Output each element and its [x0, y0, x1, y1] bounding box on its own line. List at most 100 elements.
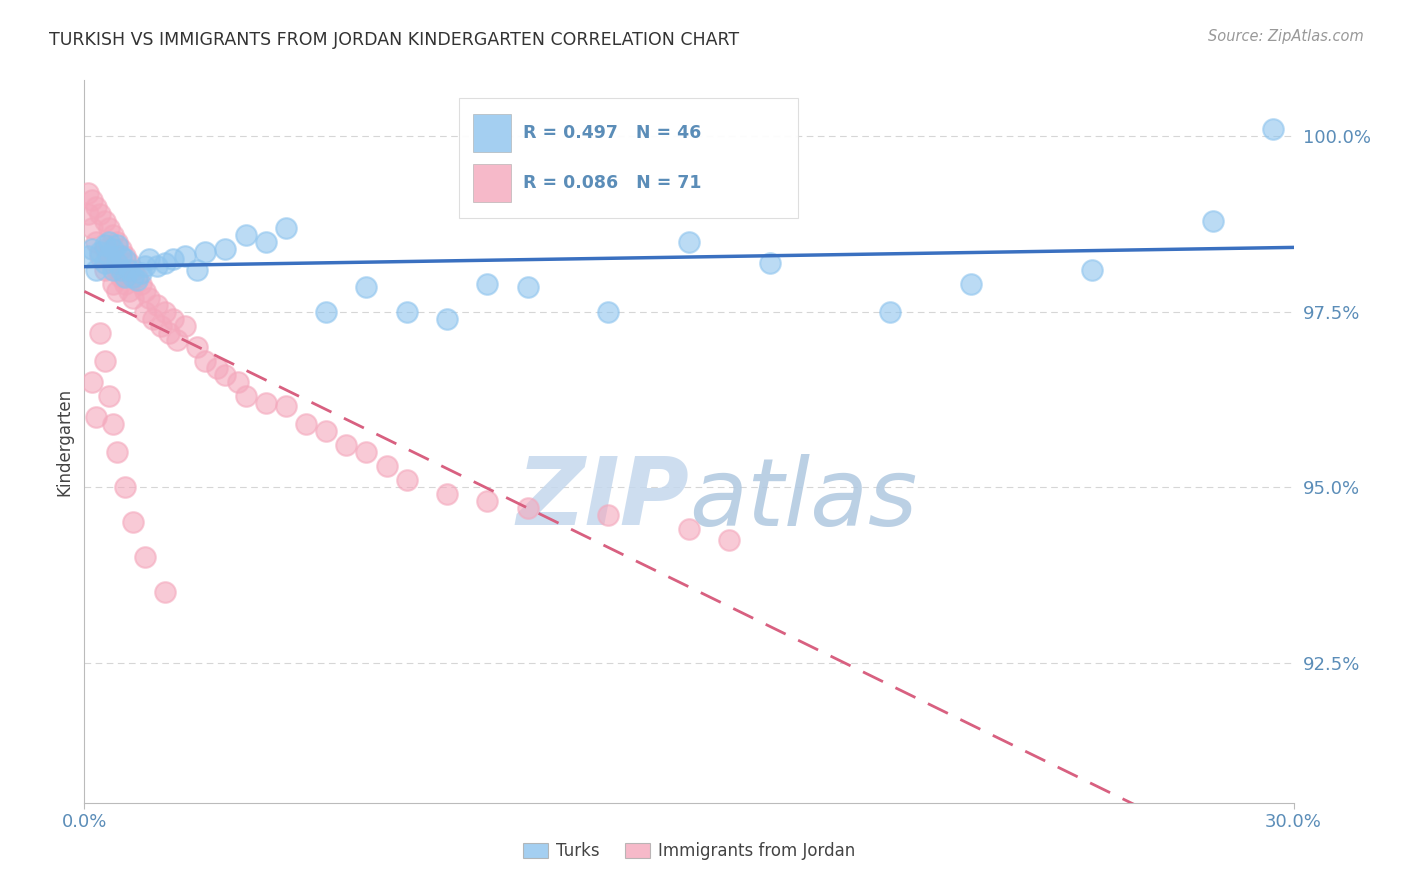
Point [395, 473, 418, 487]
Point [105, 255, 128, 269]
Point [86, 200, 108, 214]
Point [718, 533, 741, 547]
Point [134, 284, 156, 298]
Point [125, 273, 148, 287]
Point [436, 311, 458, 326]
Point [93, 238, 115, 252]
Point [134, 259, 156, 273]
Point [105, 284, 128, 298]
Point [166, 333, 188, 347]
Point [162, 311, 184, 326]
Point [153, 255, 176, 269]
Point [477, 494, 499, 508]
Point [375, 459, 398, 474]
Point [118, 284, 141, 298]
Point [598, 305, 620, 319]
Point [153, 585, 176, 599]
Point [516, 501, 538, 516]
Text: R = 0.086   N = 71: R = 0.086 N = 71 [523, 174, 702, 192]
Point [356, 280, 378, 294]
Point [254, 235, 277, 249]
Point [110, 242, 132, 256]
Point [146, 259, 169, 273]
Point [105, 262, 128, 277]
Point [121, 262, 143, 277]
Point [93, 354, 115, 368]
Point [598, 508, 620, 523]
Point [105, 445, 128, 459]
FancyBboxPatch shape [472, 164, 512, 202]
Point [105, 235, 128, 249]
Text: R = 0.497   N = 46: R = 0.497 N = 46 [523, 124, 702, 142]
Point [82, 242, 104, 256]
Point [157, 326, 180, 340]
Point [129, 266, 152, 280]
Point [186, 262, 208, 277]
Point [214, 368, 236, 382]
Point [295, 417, 318, 431]
Point [207, 360, 229, 375]
Point [194, 245, 217, 260]
Point [82, 193, 104, 207]
Point [86, 235, 108, 249]
Point [121, 269, 143, 284]
Point [194, 354, 217, 368]
Point [879, 305, 901, 319]
Legend: Turks, Immigrants from Jordan: Turks, Immigrants from Jordan [516, 836, 862, 867]
Point [97, 235, 120, 249]
Point [1263, 122, 1285, 136]
Point [118, 262, 141, 277]
Y-axis label: Kindergarten: Kindergarten [55, 387, 73, 496]
Point [678, 522, 700, 536]
Point [1202, 213, 1225, 227]
Point [134, 305, 156, 319]
Point [89, 245, 111, 260]
Point [146, 298, 169, 312]
Point [77, 249, 100, 263]
Point [77, 186, 100, 200]
Point [93, 262, 115, 277]
Point [149, 318, 172, 333]
Point [93, 255, 115, 269]
Point [97, 220, 120, 235]
Point [101, 227, 124, 242]
Point [174, 318, 197, 333]
Point [235, 389, 257, 403]
Point [477, 277, 499, 291]
Point [315, 424, 337, 438]
Point [86, 409, 108, 424]
Text: Source: ZipAtlas.com: Source: ZipAtlas.com [1208, 29, 1364, 44]
Point [960, 277, 983, 291]
Point [101, 262, 124, 277]
Point [93, 213, 115, 227]
FancyBboxPatch shape [460, 98, 797, 218]
Point [162, 252, 184, 267]
Point [153, 305, 176, 319]
Point [274, 400, 297, 414]
Point [516, 280, 538, 294]
Point [758, 255, 780, 269]
Point [138, 252, 160, 267]
Text: ZIP: ZIP [516, 453, 689, 545]
Point [142, 311, 165, 326]
Point [134, 550, 156, 565]
Point [105, 238, 128, 252]
Point [89, 249, 111, 263]
Point [356, 445, 378, 459]
Point [101, 277, 124, 291]
Point [89, 206, 111, 220]
Point [114, 252, 136, 267]
Point [121, 515, 143, 529]
Point [121, 291, 143, 305]
Point [335, 438, 357, 452]
Point [226, 375, 249, 389]
Text: atlas: atlas [689, 454, 917, 545]
Point [114, 269, 136, 284]
Point [77, 206, 100, 220]
Point [1081, 262, 1104, 277]
Point [186, 340, 208, 354]
Point [315, 305, 337, 319]
Point [110, 262, 132, 277]
Point [89, 326, 111, 340]
Text: TURKISH VS IMMIGRANTS FROM JORDAN KINDERGARTEN CORRELATION CHART: TURKISH VS IMMIGRANTS FROM JORDAN KINDER… [49, 31, 740, 49]
